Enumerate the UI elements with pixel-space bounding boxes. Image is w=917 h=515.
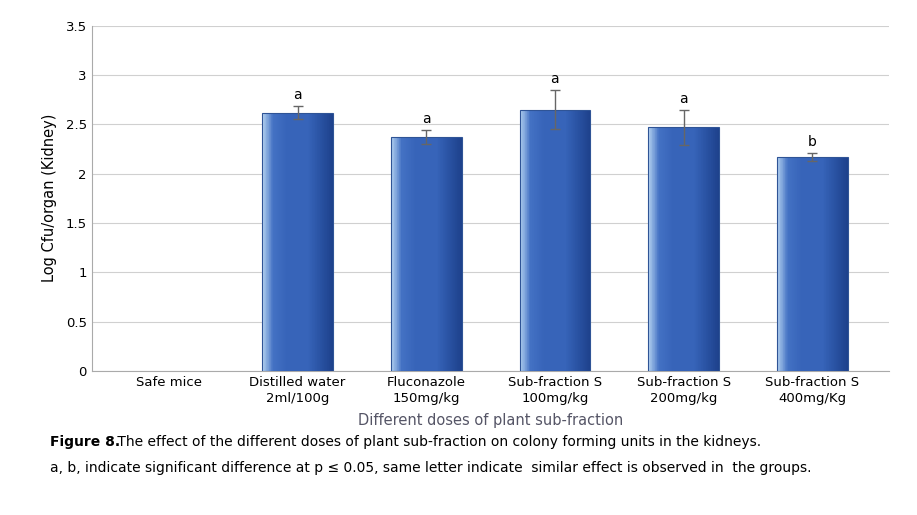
Y-axis label: Log Cfu/organ (Kidney): Log Cfu/organ (Kidney)	[42, 114, 58, 282]
Bar	[520, 110, 591, 371]
X-axis label: Different doses of plant sub-fraction: Different doses of plant sub-fraction	[358, 413, 624, 428]
Text: Figure 8.: Figure 8.	[50, 435, 120, 449]
Bar	[391, 137, 461, 371]
Text: a: a	[679, 92, 688, 106]
Text: a: a	[293, 88, 302, 101]
Bar	[262, 112, 333, 371]
Text: a, b, indicate significant difference at p ≤ 0.05, same letter indicate  similar: a, b, indicate significant difference at…	[50, 461, 812, 475]
Bar	[648, 127, 719, 371]
Text: The effect of the different doses of plant sub-fraction on colony forming units : The effect of the different doses of pla…	[113, 435, 761, 449]
Text: a: a	[422, 112, 431, 126]
Text: b: b	[808, 135, 817, 149]
Text: a: a	[550, 72, 559, 86]
Bar	[777, 157, 847, 371]
